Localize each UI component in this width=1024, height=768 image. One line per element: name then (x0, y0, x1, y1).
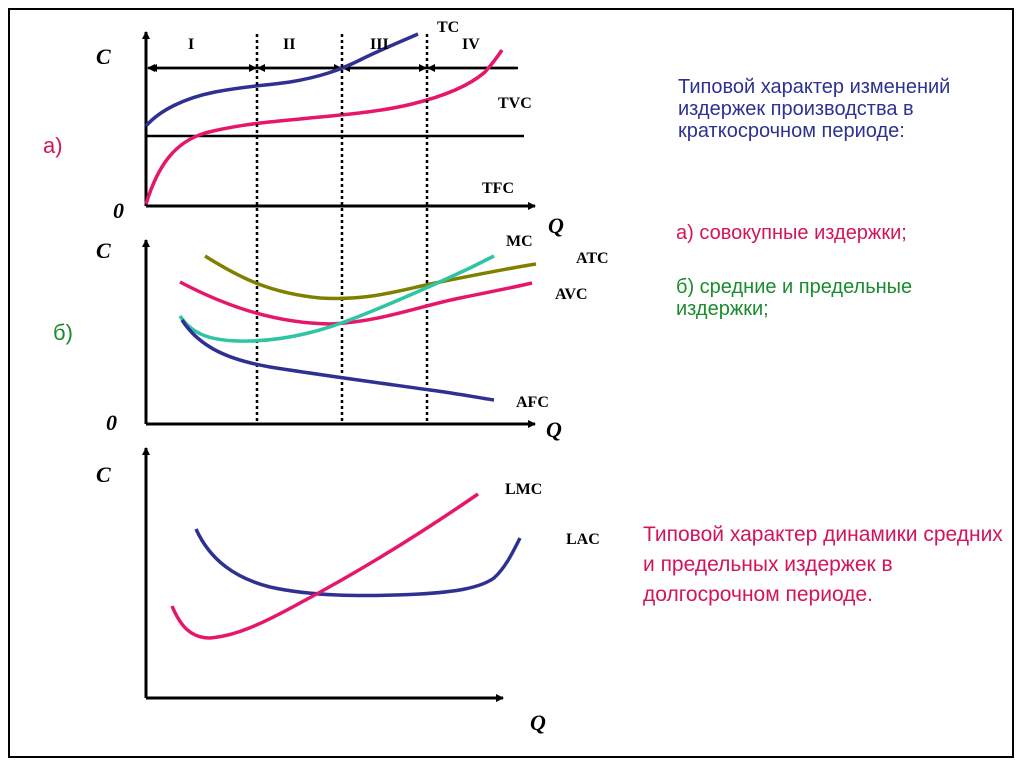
avc-label: AVC (555, 286, 588, 303)
atc-label: ATC (576, 250, 609, 267)
panel-a-part-label: а) (43, 133, 63, 158)
panel-c-long-run: LMC LAC C Q (96, 447, 600, 735)
mc-curve (178, 254, 495, 343)
tfc-label: TFC (482, 180, 514, 197)
panel-b-average-costs: MC ATC AVC AFC C 0 Q б) (53, 233, 609, 442)
lmc-curve (170, 492, 479, 640)
lac-label: LAC (566, 531, 600, 548)
short-run-title: Типовой характер изменений издержек прои… (678, 76, 951, 142)
tc-curve (144, 32, 419, 128)
legend-total-costs: а) совокупные издержки; (676, 222, 907, 244)
panel-b-part-label: б) (53, 320, 73, 345)
panel-c-y-label: C (96, 462, 111, 487)
stage-label-iii: III (370, 36, 389, 53)
panel-c-x-label: Q (530, 710, 546, 735)
stage-label-i: I (188, 36, 194, 53)
panel-a-origin: 0 (113, 198, 124, 223)
panel-b-x-label: Q (546, 417, 562, 442)
atc-curve (204, 254, 537, 301)
stage-dividers (255, 34, 429, 424)
lmc-label: LMC (505, 481, 542, 498)
afc-label: AFC (516, 394, 549, 411)
long-run-title: Типовой характер динамики средних и пред… (643, 523, 1003, 606)
tvc-curve (144, 49, 504, 205)
panel-b-y-label: C (96, 238, 111, 263)
panel-a-x-label: Q (548, 213, 564, 238)
afc-curve (180, 319, 495, 402)
panel-a-total-costs: I II III IV TC TVC TFC C 0 Q а) (43, 19, 564, 238)
stage-label-ii: II (283, 36, 295, 53)
stage-label-iv: IV (462, 36, 480, 53)
slide-frame (8, 8, 1014, 758)
tvc-label: TVC (498, 95, 532, 112)
panel-a-y-label: C (96, 44, 111, 69)
panel-b-origin: 0 (106, 410, 117, 435)
legend-average-marginal-costs: б) средние и предельные издержки; (676, 276, 913, 320)
lac-curve (194, 528, 522, 598)
avc-curve (179, 280, 533, 326)
mc-label: MC (506, 233, 533, 250)
tc-label: TC (437, 19, 459, 36)
